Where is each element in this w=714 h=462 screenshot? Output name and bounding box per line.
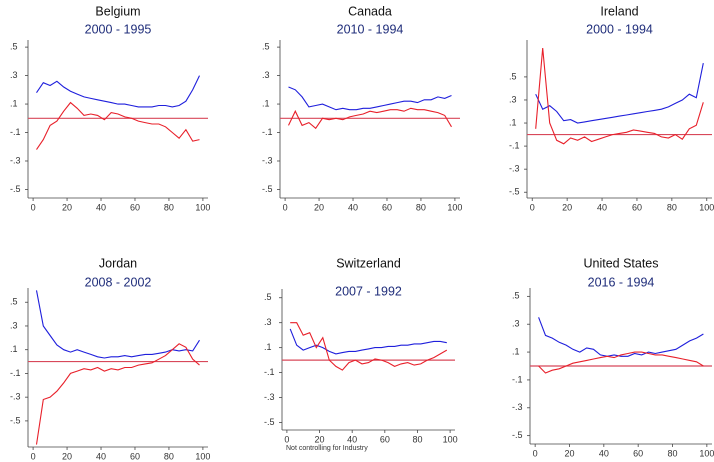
y-tick-label: -.3: [512, 402, 523, 412]
chart-title: United States: [583, 256, 658, 270]
x-tick-label: 20: [315, 434, 325, 444]
y-tick-label: -.3: [509, 164, 520, 174]
y-tick-label: -.3: [10, 392, 21, 402]
chart-title: Switzerland: [336, 256, 401, 270]
y-tick-label: .5: [10, 297, 18, 307]
x-tick-label: 40: [96, 451, 106, 461]
x-tick-label: 0: [530, 202, 535, 212]
data-line: [290, 322, 448, 371]
x-tick-label: 80: [164, 451, 174, 461]
y-tick-label: -.5: [509, 187, 520, 197]
y-tick-label: .3: [10, 70, 18, 80]
x-tick-label: 80: [668, 448, 678, 458]
x-tick-label: 20: [62, 202, 72, 212]
chart-subtitle: 2000 - 1995: [85, 22, 152, 36]
y-tick-label: .5: [512, 291, 520, 301]
chart-subtitle: 2016 - 1994: [588, 275, 655, 289]
y-tick-label: -.1: [10, 127, 21, 137]
y-tick-label: .5: [10, 41, 18, 51]
chart-title: Jordan: [99, 256, 137, 270]
x-tick-label: 40: [347, 434, 357, 444]
y-tick-label: -.1: [262, 127, 273, 137]
x-tick-label: 80: [667, 202, 677, 212]
x-tick-label: 100: [195, 202, 210, 212]
chart-subtitle: 2008 - 2002: [85, 275, 152, 289]
y-tick-label: -.5: [10, 415, 21, 425]
y-tick-label: -.5: [264, 417, 275, 427]
x-tick-label: 60: [632, 202, 642, 212]
data-line: [289, 328, 447, 355]
data-line: [36, 101, 200, 150]
y-tick-label: .1: [10, 98, 18, 108]
annotation: Not controlling for Industry: [286, 445, 368, 452]
x-tick-label: 60: [130, 451, 140, 461]
x-tick-label: 40: [96, 202, 106, 212]
y-tick-label: .5: [509, 71, 517, 81]
x-tick-label: 20: [314, 202, 324, 212]
y-tick-label: -.3: [10, 155, 21, 165]
x-tick-label: 100: [443, 434, 458, 444]
y-tick-label: -.3: [264, 392, 275, 402]
y-tick-label: -.5: [262, 184, 273, 194]
x-tick-label: 100: [699, 202, 714, 212]
x-tick-label: 20: [62, 451, 72, 461]
y-tick-label: -.5: [512, 430, 523, 440]
y-tick-label: .3: [262, 70, 270, 80]
x-tick-label: 40: [348, 202, 358, 212]
y-tick-label: -.1: [264, 367, 275, 377]
x-tick-label: 60: [382, 202, 392, 212]
y-tick-label: .3: [509, 94, 517, 104]
x-tick-label: 20: [564, 448, 574, 458]
data-line: [288, 86, 452, 111]
y-tick-label: -.1: [512, 374, 523, 384]
data-line: [535, 48, 704, 145]
x-tick-label: 80: [416, 202, 426, 212]
y-tick-label: .5: [262, 41, 270, 51]
x-tick-label: 80: [412, 434, 422, 444]
x-tick-label: 100: [447, 202, 462, 212]
y-tick-label: -.3: [262, 155, 273, 165]
data-line: [538, 317, 704, 357]
data-line: [288, 107, 452, 130]
y-tick-label: .3: [264, 317, 272, 327]
x-tick-label: 20: [562, 202, 572, 212]
data-line: [535, 62, 704, 124]
data-line: [35, 343, 200, 445]
y-tick-label: .5: [264, 292, 272, 302]
y-tick-label: .1: [262, 98, 270, 108]
x-tick-label: 0: [283, 202, 288, 212]
y-tick-label: .1: [10, 344, 18, 354]
chart-title: Canada: [348, 4, 392, 18]
x-tick-label: 0: [284, 434, 289, 444]
y-tick-label: .1: [512, 346, 520, 356]
chart-subtitle: 2010 - 1994: [337, 22, 404, 36]
x-tick-label: 100: [195, 451, 210, 461]
x-tick-label: 100: [699, 448, 714, 458]
x-tick-label: 60: [380, 434, 390, 444]
chart-title: Belgium: [95, 4, 140, 18]
y-tick-label: -.1: [10, 368, 21, 378]
y-tick-label: -.1: [509, 140, 520, 150]
x-tick-label: 40: [597, 202, 607, 212]
y-tick-label: .1: [509, 117, 517, 127]
x-tick-label: 60: [633, 448, 643, 458]
y-tick-label: .3: [10, 320, 18, 330]
x-tick-label: 0: [533, 448, 538, 458]
x-tick-label: 0: [31, 451, 36, 461]
x-tick-label: 80: [164, 202, 174, 212]
y-tick-label: -.5: [10, 184, 21, 194]
y-tick-label: .1: [264, 342, 272, 352]
data-line: [538, 351, 704, 374]
chart-title: Ireland: [600, 4, 638, 18]
x-tick-label: 40: [599, 448, 609, 458]
chart-subtitle: 2007 - 1992: [335, 284, 402, 298]
chart-subtitle: 2000 - 1994: [586, 22, 653, 36]
y-tick-label: .3: [512, 319, 520, 329]
x-tick-label: 60: [130, 202, 140, 212]
x-tick-label: 0: [31, 202, 36, 212]
data-line: [36, 75, 200, 108]
